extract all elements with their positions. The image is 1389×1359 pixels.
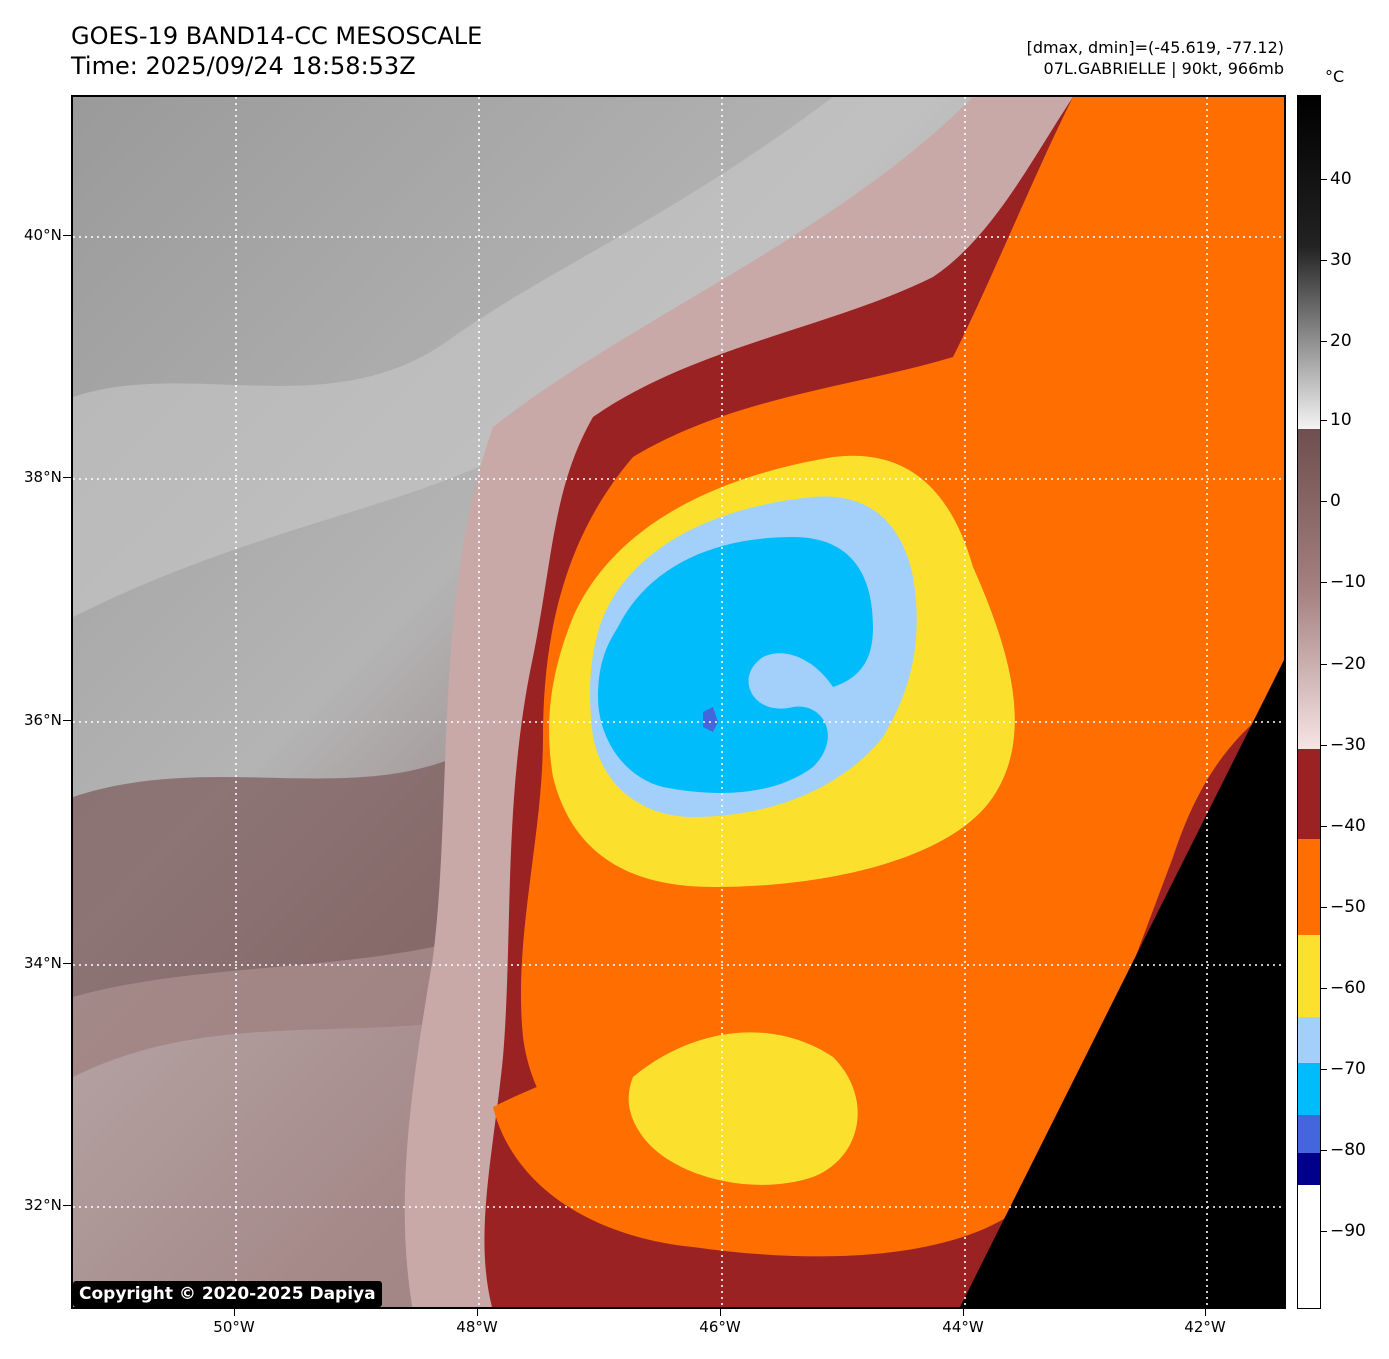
colorbar-unit: °C — [1325, 67, 1345, 86]
lat-tick — [63, 1205, 71, 1206]
colorbar-tick — [1321, 582, 1327, 583]
colorbar-royal-blue — [1298, 1115, 1320, 1153]
colorbar-label-minus30: −30 — [1330, 735, 1366, 755]
colorbar-orange — [1298, 839, 1320, 935]
lat-label-38n: 38°N — [24, 468, 62, 486]
colorbar-navy — [1298, 1153, 1320, 1185]
cyan-blue-core — [598, 537, 873, 793]
lon-label-42w: 42°W — [1184, 1318, 1226, 1336]
colorbar-tick — [1321, 179, 1327, 180]
colorbar — [1297, 95, 1321, 1309]
colorbar-label-20: 20 — [1330, 331, 1352, 351]
lat-label-34n: 34°N — [24, 954, 62, 972]
colorbar-dark-red — [1298, 749, 1320, 839]
colorbar-white — [1298, 1185, 1320, 1308]
colorbar-tick — [1321, 907, 1327, 908]
lat-tick — [63, 235, 71, 236]
storm-info: 07L.GABRIELLE | 90kt, 966mb — [1043, 59, 1284, 78]
colorbar-brown-segment — [1298, 429, 1320, 749]
lon-tick — [234, 1309, 235, 1316]
colorbar-label-minus10: −10 — [1330, 572, 1366, 592]
lon-label-50w: 50°W — [213, 1318, 255, 1336]
lon-tick — [720, 1309, 721, 1316]
colorbar-tick — [1321, 664, 1327, 665]
lon-label-46w: 46°W — [699, 1318, 741, 1336]
lon-tick — [1205, 1309, 1206, 1316]
lon-tick — [963, 1309, 964, 1316]
lat-label-32n: 32°N — [24, 1196, 62, 1214]
lat-tick — [63, 720, 71, 721]
colorbar-tick — [1321, 745, 1327, 746]
colorbar-label-minus60: −60 — [1330, 978, 1366, 998]
colorbar-tick — [1321, 1231, 1327, 1232]
colorbar-light-blue — [1298, 1017, 1320, 1063]
map-title: GOES-19 BAND14-CC MESOSCALE — [71, 22, 483, 50]
yellow-south-patch — [628, 1032, 858, 1185]
lon-label-44w: 44°W — [942, 1318, 984, 1336]
colorbar-scale — [1298, 96, 1320, 1308]
colorbar-tick — [1321, 988, 1327, 989]
colorbar-label-minus40: −40 — [1330, 816, 1366, 836]
no-data-region — [960, 659, 1284, 1307]
lat-tick — [63, 963, 71, 964]
colorbar-tick — [1321, 420, 1327, 421]
copyright-label: Copyright © 2020-2025 Dapiya — [73, 1281, 382, 1307]
colorbar-label-minus20: −20 — [1330, 654, 1366, 674]
colorbar-label-40: 40 — [1330, 169, 1352, 189]
colorbar-yellow — [1298, 935, 1320, 1017]
colorbar-label-30: 30 — [1330, 250, 1352, 270]
colorbar-tick — [1321, 260, 1327, 261]
colorbar-label-minus50: −50 — [1330, 897, 1366, 917]
colorbar-label-minus70: −70 — [1330, 1059, 1366, 1079]
colorbar-label-minus90: −90 — [1330, 1221, 1366, 1241]
dmax-dmin-readout: [dmax, dmin]=(-45.619, -77.12) — [1026, 38, 1284, 57]
map-timestamp: Time: 2025/09/24 18:58:53Z — [71, 52, 416, 80]
lon-label-48w: 48°W — [456, 1318, 498, 1336]
colorbar-label-0: 0 — [1330, 491, 1341, 511]
lat-tick — [63, 477, 71, 478]
colorbar-tick — [1321, 341, 1327, 342]
light-cloud-band — [73, 97, 973, 617]
colorbar-tick — [1321, 826, 1327, 827]
coldest-spot — [703, 707, 718, 732]
colorbar-tick — [1321, 1069, 1327, 1070]
gridlines — [73, 97, 1284, 1307]
lat-label-36n: 36°N — [24, 711, 62, 729]
colorbar-tick — [1321, 1150, 1327, 1151]
lat-label-40n: 40°N — [24, 226, 62, 244]
lon-tick — [477, 1309, 478, 1316]
colorbar-tick — [1321, 501, 1327, 502]
colorbar-label-10: 10 — [1330, 410, 1352, 430]
ir-imagery — [73, 97, 1284, 1307]
colorbar-gray-segment — [1298, 96, 1320, 429]
colorbar-cyan — [1298, 1063, 1320, 1115]
colorbar-label-minus80: −80 — [1330, 1140, 1366, 1160]
satellite-image — [71, 95, 1286, 1309]
